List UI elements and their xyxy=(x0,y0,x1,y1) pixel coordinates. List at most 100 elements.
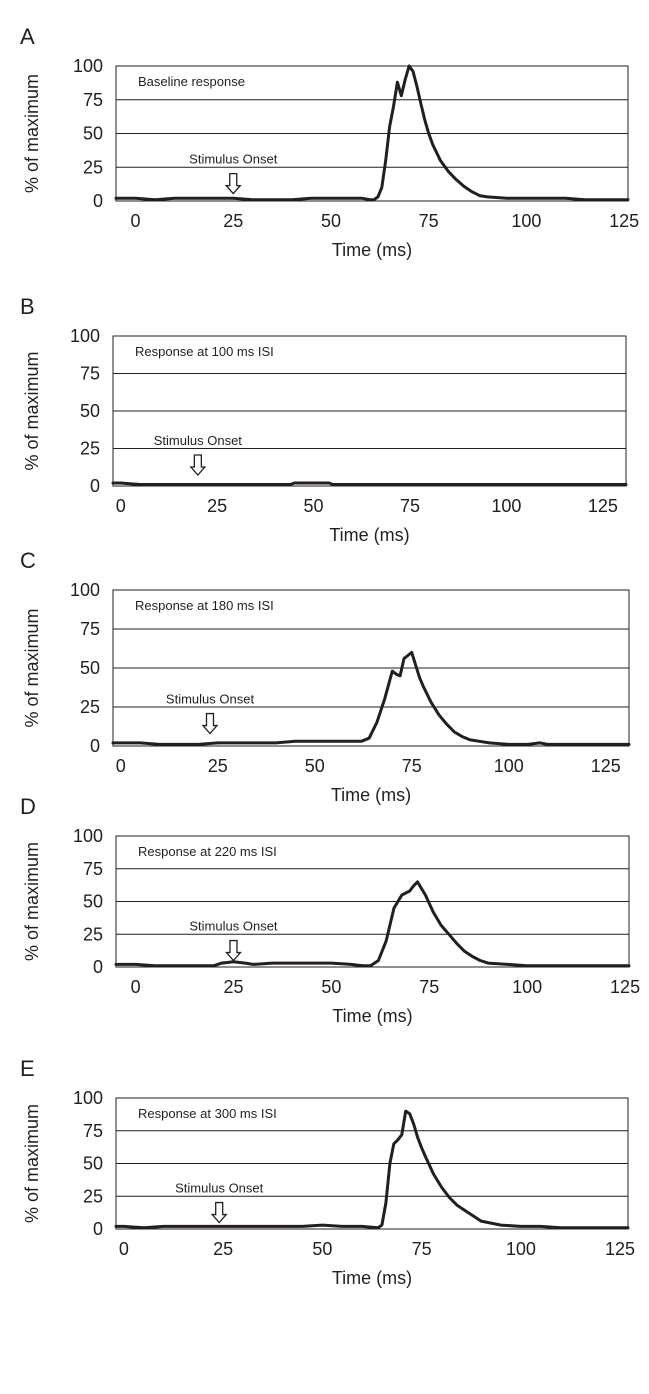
chart-panel-d: D 0 25 50 75 100 0 25 50 75 100 125 Time (ms) % of ma… xyxy=(20,794,640,1026)
x-axis-label: Time (ms) xyxy=(332,240,412,260)
stimulus-onset-arrow-icon xyxy=(201,712,219,735)
response-trace-line xyxy=(111,650,631,746)
y-tick-label: 50 xyxy=(83,892,103,912)
x-tick-label: 0 xyxy=(131,977,141,997)
stimulus-onset-arrow-icon xyxy=(189,454,207,476)
x-axis-label: Time (ms) xyxy=(332,1268,412,1288)
response-annotation: Response at 300 ms ISI xyxy=(138,1106,277,1121)
y-tick-label: 100 xyxy=(70,580,100,600)
x-tick-label: 100 xyxy=(494,756,524,776)
x-axis-label: Time (ms) xyxy=(331,785,411,805)
x-tick-label: 100 xyxy=(506,1239,536,1259)
y-tick-label: 50 xyxy=(80,401,100,421)
y-tick-label: 100 xyxy=(70,326,100,346)
x-tick-label: 100 xyxy=(491,496,521,516)
y-tick-label: 50 xyxy=(80,658,100,678)
panel-letter: E xyxy=(20,1056,35,1081)
y-tick-label: 100 xyxy=(73,826,103,846)
y-axis-label: % of maximum xyxy=(22,74,42,193)
y-axis-label: % of maximum xyxy=(22,608,42,727)
plot-frame xyxy=(115,1097,629,1230)
y-tick-label: 25 xyxy=(80,697,100,717)
chart-panel-b: B 0 25 50 75 100 0 25 50 75 100 125 Time (ms) % of ma… xyxy=(20,294,628,545)
x-tick-label: 125 xyxy=(609,211,639,231)
panel-letter: C xyxy=(20,548,36,573)
response-trace-line xyxy=(114,64,630,202)
x-tick-label: 50 xyxy=(312,1239,332,1259)
y-tick-label: 75 xyxy=(83,1121,103,1141)
y-tick-label: 100 xyxy=(73,56,103,76)
y-tick-label: 75 xyxy=(80,364,100,384)
x-tick-label: 75 xyxy=(419,211,439,231)
y-tick-label: 75 xyxy=(83,859,103,879)
stimulus-onset-label: Stimulus Onset xyxy=(166,692,255,707)
response-annotation: Response at 220 ms ISI xyxy=(138,844,277,859)
x-tick-label: 75 xyxy=(400,496,420,516)
response-trace-line xyxy=(111,481,628,486)
x-axis-label: Time (ms) xyxy=(329,525,409,545)
panel-letter: D xyxy=(20,794,36,819)
y-tick-label: 75 xyxy=(80,619,100,639)
chart-panel-a: A 0 25 50 75 100 0 25 50 75 100 125 Time (ms) % of ma… xyxy=(20,24,639,260)
x-axis-label: Time (ms) xyxy=(332,1006,412,1026)
x-tick-label: 100 xyxy=(512,977,542,997)
y-tick-label: 25 xyxy=(83,924,103,944)
stimulus-onset-label: Stimulus Onset xyxy=(154,433,243,448)
stimulus-onset-label: Stimulus Onset xyxy=(175,1181,264,1196)
x-tick-label: 50 xyxy=(321,211,341,231)
x-tick-label: 50 xyxy=(304,496,324,516)
x-tick-label: 0 xyxy=(116,756,126,776)
response-trace-line xyxy=(114,1109,630,1230)
x-tick-label: 25 xyxy=(213,1239,233,1259)
x-tick-label: 125 xyxy=(588,496,618,516)
x-tick-label: 75 xyxy=(402,756,422,776)
x-tick-label: 50 xyxy=(305,756,325,776)
response-annotation: Response at 180 ms ISI xyxy=(135,598,274,613)
chart-panel-c: C 0 25 50 75 100 0 25 50 75 100 125 Time (ms) % of ma… xyxy=(20,548,631,805)
stimulus-onset-label: Stimulus Onset xyxy=(189,919,278,934)
x-tick-label: 25 xyxy=(207,496,227,516)
stimulus-onset-label: Stimulus Onset xyxy=(189,152,278,167)
x-tick-label: 0 xyxy=(116,496,126,516)
x-tick-label: 0 xyxy=(131,211,141,231)
response-annotation: Response at 100 ms ISI xyxy=(135,344,274,359)
x-tick-label: 0 xyxy=(119,1239,129,1259)
panel-letter: A xyxy=(20,24,35,49)
x-tick-label: 50 xyxy=(321,977,341,997)
chart-panel-e: E 0 25 50 75 100 0 25 50 75 100 125 Time (ms) % of ma… xyxy=(20,1056,635,1288)
y-axis-label: % of maximum xyxy=(22,1104,42,1223)
x-tick-label: 125 xyxy=(610,977,640,997)
response-annotation: Baseline response xyxy=(138,74,245,89)
x-tick-label: 25 xyxy=(223,211,243,231)
y-tick-label: 50 xyxy=(83,124,103,144)
y-tick-label: 0 xyxy=(90,476,100,496)
y-tick-label: 0 xyxy=(90,736,100,756)
y-tick-label: 25 xyxy=(83,1186,103,1206)
y-axis-label: % of maximum xyxy=(22,351,42,470)
plot-frame xyxy=(112,589,630,747)
x-tick-label: 75 xyxy=(412,1239,432,1259)
panel-letter: B xyxy=(20,294,35,319)
y-tick-label: 0 xyxy=(93,1219,103,1239)
x-tick-label: 100 xyxy=(511,211,541,231)
x-tick-label: 25 xyxy=(223,977,243,997)
x-tick-label: 125 xyxy=(591,756,621,776)
y-tick-label: 0 xyxy=(93,957,103,977)
response-trace-line xyxy=(114,880,631,968)
stimulus-onset-arrow-icon xyxy=(225,939,242,962)
plot-frame xyxy=(115,835,630,968)
x-tick-label: 125 xyxy=(605,1239,635,1259)
x-tick-label: 75 xyxy=(419,977,439,997)
stimulus-onset-arrow-icon xyxy=(224,172,242,195)
y-axis-label: % of maximum xyxy=(22,842,42,961)
stimulus-onset-arrow-icon xyxy=(210,1201,228,1224)
x-tick-label: 25 xyxy=(208,756,228,776)
y-tick-label: 25 xyxy=(83,157,103,177)
y-tick-label: 50 xyxy=(83,1154,103,1174)
y-tick-label: 75 xyxy=(83,90,103,110)
y-tick-label: 0 xyxy=(93,191,103,211)
y-tick-label: 100 xyxy=(73,1088,103,1108)
y-tick-label: 25 xyxy=(80,439,100,459)
